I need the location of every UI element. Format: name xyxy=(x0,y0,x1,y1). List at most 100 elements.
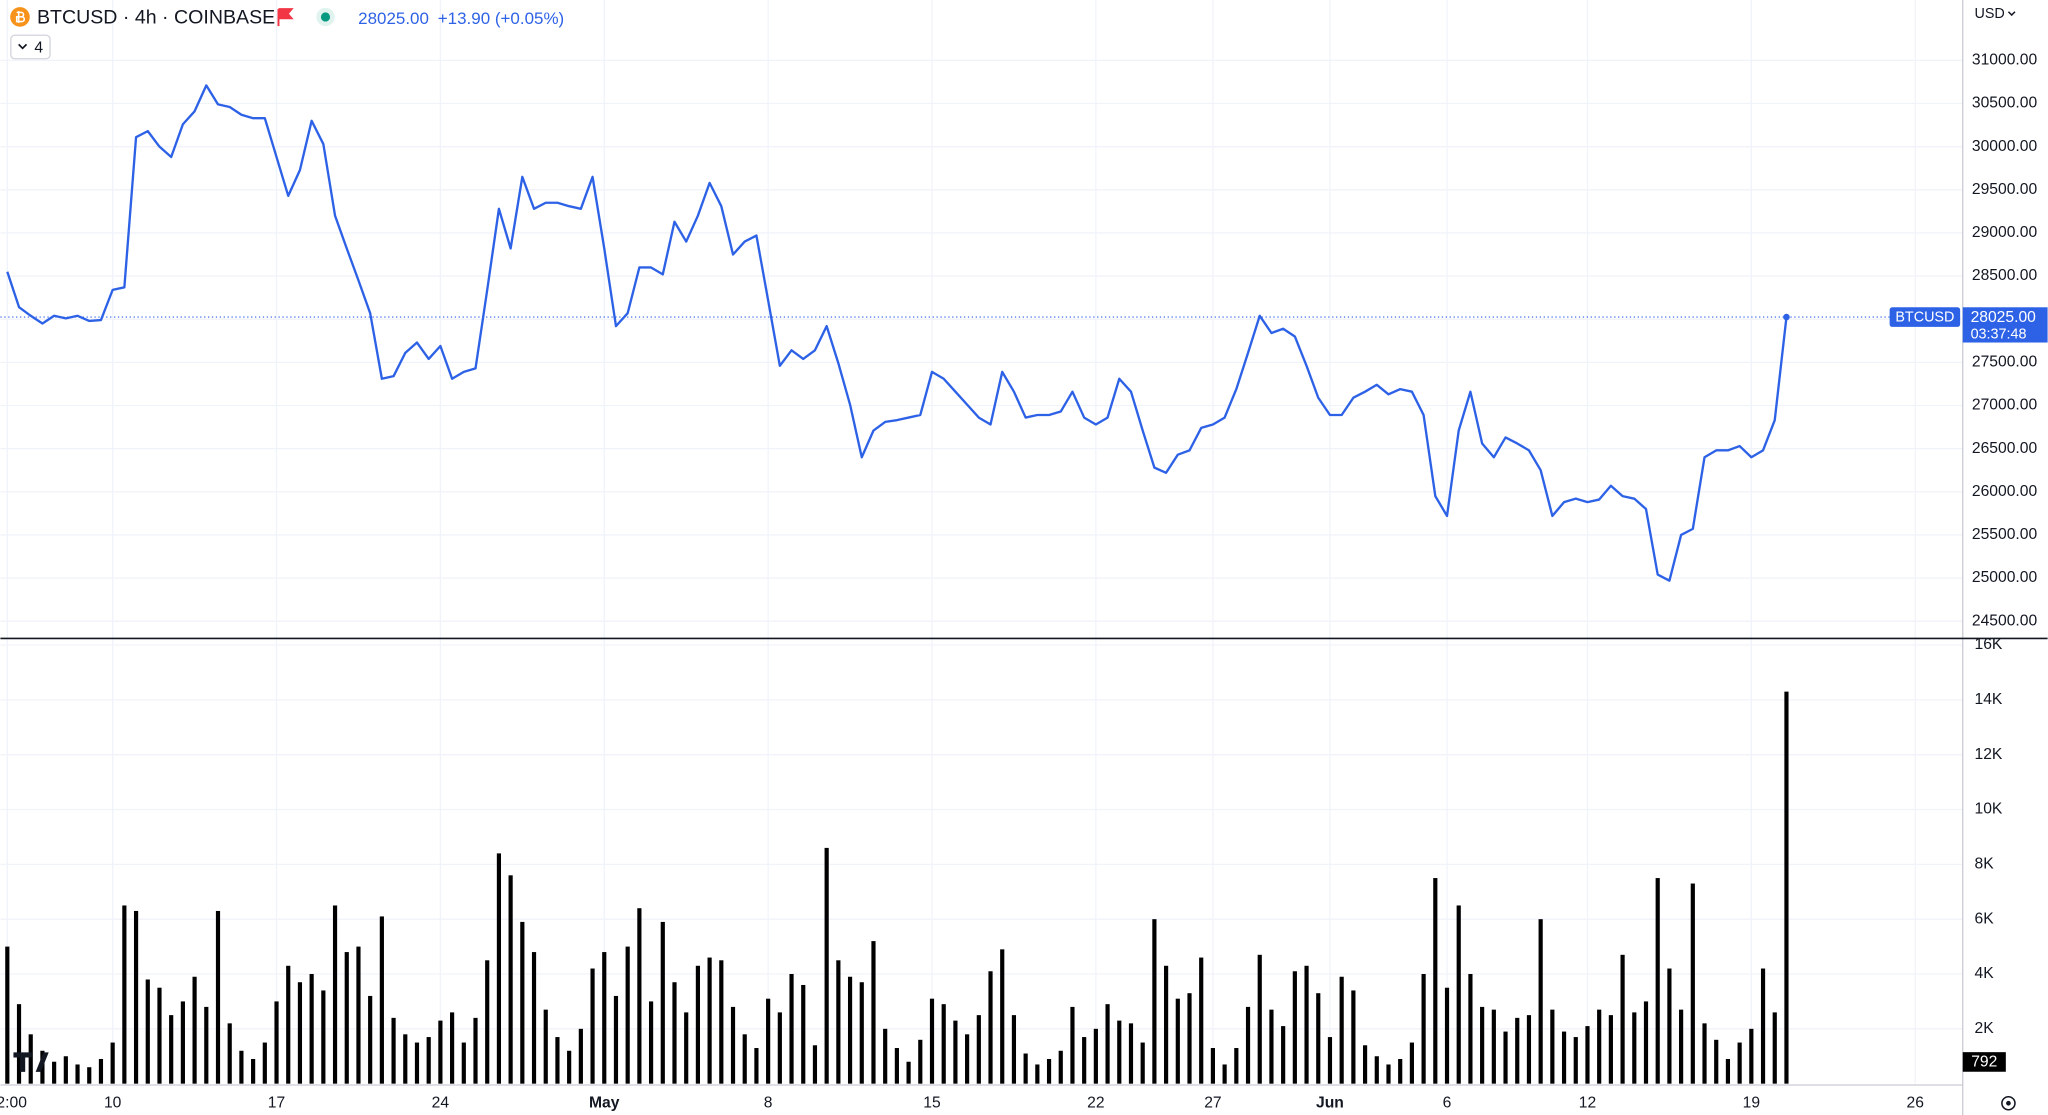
volume-bar xyxy=(485,960,490,1084)
volume-bar xyxy=(1597,1009,1602,1084)
volume-bar xyxy=(789,974,794,1084)
volume-bar xyxy=(1421,974,1426,1084)
y2-tick-label: 16K xyxy=(1974,636,2002,653)
volume-bar xyxy=(87,1067,92,1084)
x-tick-label: 26 xyxy=(1906,1094,1924,1111)
y2-tick-label: 14K xyxy=(1974,691,2002,708)
volume-bar xyxy=(379,916,384,1084)
series-name: BTCUSD xyxy=(1895,310,1954,326)
volume-bar xyxy=(414,1042,420,1084)
y-tick-label: 24500.00 xyxy=(1972,612,2038,629)
volume-bar xyxy=(812,1045,818,1084)
volume-bar xyxy=(1585,1026,1590,1084)
labels: 24500.00 25000.00 25500.00 26000.00 26500.00… xyxy=(0,52,2048,1111)
volume-bar xyxy=(1561,1031,1567,1084)
x-tick-label: 19 xyxy=(1743,1094,1760,1111)
volume-bar xyxy=(1398,1058,1403,1084)
volume-bar xyxy=(555,1037,560,1084)
y-tick-label: 26000.00 xyxy=(1972,483,2038,500)
volume-bar xyxy=(1187,993,1192,1084)
indicators-toggle[interactable] xyxy=(10,34,51,60)
coin-glyph xyxy=(15,11,26,23)
volume-bar xyxy=(824,847,829,1084)
volume-bar xyxy=(883,1028,888,1084)
header-change: +13.90 (+0.05%) xyxy=(438,9,564,28)
x-tick-label: 10 xyxy=(104,1094,122,1111)
volume-bar xyxy=(906,1061,911,1084)
y-tick-label: 27500.00 xyxy=(1972,354,2038,371)
flag-icon[interactable] xyxy=(277,8,294,27)
volume-bar xyxy=(52,1061,57,1084)
volume-bar xyxy=(1643,1001,1649,1084)
volume-bar xyxy=(1725,1058,1731,1084)
marks xyxy=(0,84,1963,1084)
volume-bar xyxy=(215,910,221,1084)
volume-bar xyxy=(941,1004,946,1084)
volume-bar xyxy=(1140,1042,1145,1084)
current-volume-tag xyxy=(1962,1052,2006,1072)
volume-bar xyxy=(1702,1023,1707,1084)
y2-tick-label: 2K xyxy=(1974,1020,1994,1037)
volume-bar xyxy=(286,965,291,1084)
volume-bar xyxy=(157,987,162,1084)
volume-bar xyxy=(1164,965,1169,1084)
volume-bar xyxy=(1269,1009,1274,1084)
volume-bar xyxy=(98,1058,104,1084)
y2-tick-label: 10K xyxy=(1974,801,2002,818)
x-tick-label: 6 xyxy=(1443,1094,1452,1111)
volume-bar xyxy=(1327,1037,1333,1084)
volume-bar xyxy=(1058,1050,1063,1084)
settings-icon[interactable] xyxy=(2001,1095,2016,1111)
x-tick-label: 15 xyxy=(923,1094,941,1111)
volume-bar xyxy=(929,998,935,1084)
volume-bar xyxy=(309,974,314,1084)
volume-bar xyxy=(1456,905,1461,1084)
volume-bar xyxy=(1444,987,1450,1084)
last-price-tag xyxy=(1962,307,2048,343)
volume-bar xyxy=(1292,971,1297,1084)
volume-bar xyxy=(1760,968,1766,1084)
y-tick-label: 25000.00 xyxy=(1972,569,2038,586)
volume-bar xyxy=(426,1037,431,1084)
y-tick-label: 25500.00 xyxy=(1972,526,2038,543)
price-line xyxy=(6,84,1788,582)
volume-bar xyxy=(520,921,525,1084)
x-tick-label: 27 xyxy=(1204,1094,1221,1111)
volume-bar xyxy=(1573,1037,1578,1084)
volume-bar xyxy=(227,1023,232,1084)
volume-bar xyxy=(473,1017,478,1084)
x-tick-label: Jun xyxy=(1316,1094,1344,1111)
volume-bar xyxy=(871,941,876,1084)
volume-bar xyxy=(1362,1045,1368,1084)
volume-bar xyxy=(976,1015,981,1084)
volume-bar xyxy=(777,1012,782,1084)
volume-bar xyxy=(391,1017,396,1084)
volume-bar xyxy=(438,1020,443,1084)
volume-bar xyxy=(75,1064,80,1084)
x-tick-label: 8 xyxy=(764,1094,773,1111)
volume-bar xyxy=(204,1006,209,1084)
x-tick-label: 12:00 xyxy=(0,1094,27,1111)
volume-bar xyxy=(660,921,665,1084)
volume-bar xyxy=(1409,1042,1414,1084)
volume-bar xyxy=(1632,1012,1637,1084)
volume-bar xyxy=(1234,1048,1239,1084)
volume-bar xyxy=(403,1034,408,1084)
volume-bar xyxy=(262,1042,267,1084)
y-tick-label: 30000.00 xyxy=(1972,138,2038,155)
last-price-label: 28025.00 xyxy=(1971,309,2037,326)
symbol: BTCUSD · 4h · COINBASE xyxy=(37,6,275,28)
volume-bar xyxy=(145,979,150,1084)
volume-bar xyxy=(461,1042,466,1084)
x-tick-label: 24 xyxy=(432,1094,450,1111)
volume-bar xyxy=(918,1039,923,1084)
volume-bar xyxy=(695,965,700,1084)
x-tick-label: May xyxy=(589,1094,620,1111)
volume-bar xyxy=(859,982,864,1084)
volume-bar xyxy=(730,1006,736,1084)
volume-bar xyxy=(1433,878,1438,1084)
currency[interactable]: USD xyxy=(1974,6,2004,22)
volume-bar xyxy=(1046,1058,1052,1084)
x-tick-label: 12 xyxy=(1579,1094,1596,1111)
